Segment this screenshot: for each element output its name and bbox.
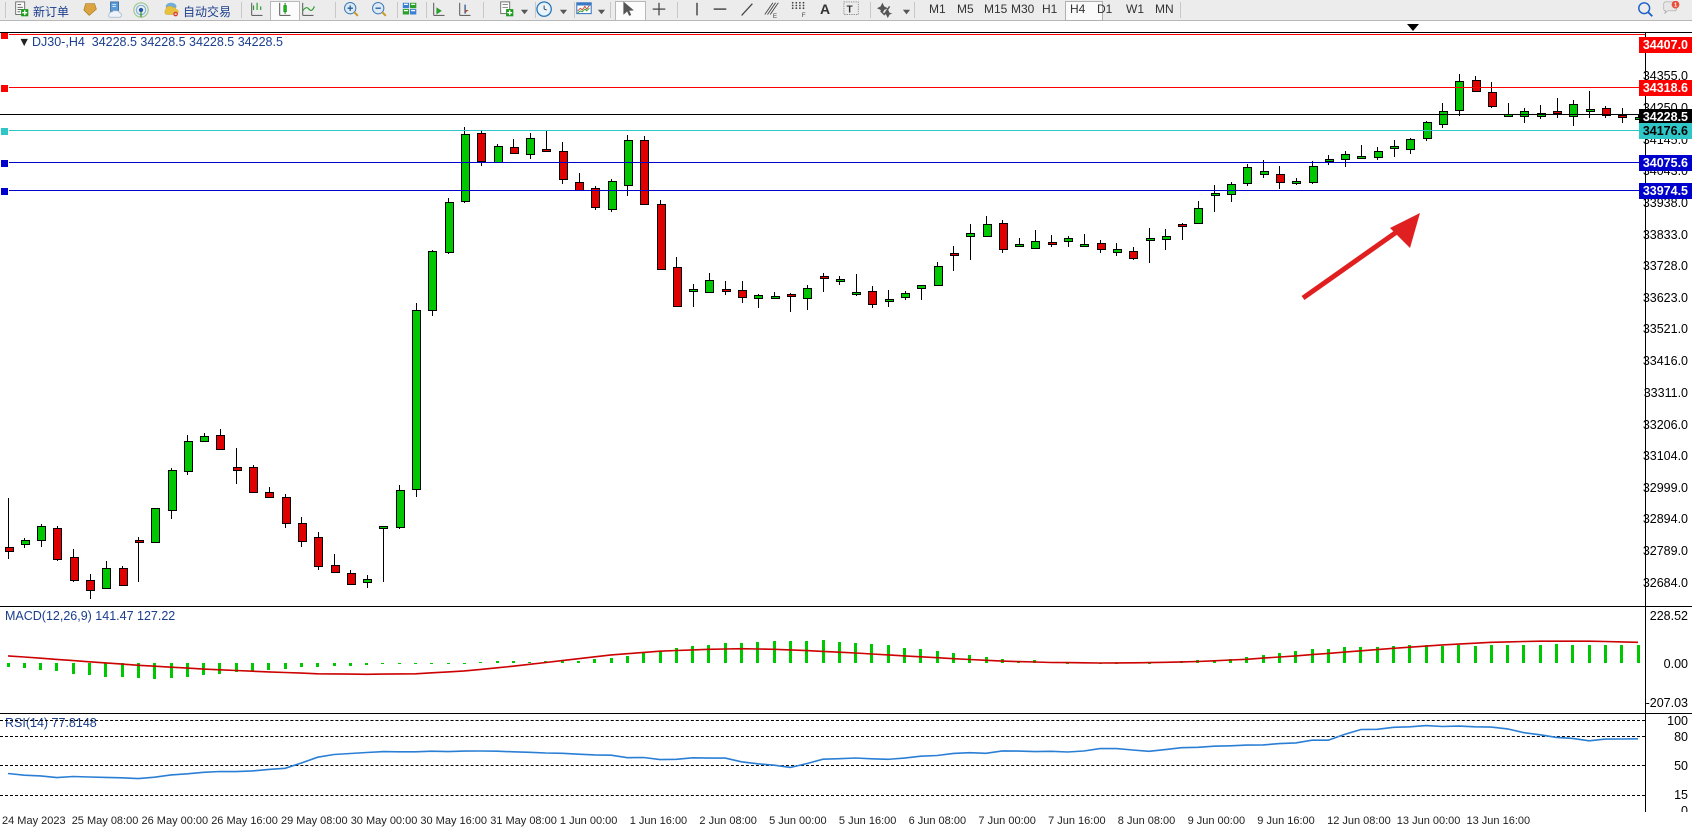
svg-text:1: 1: [1674, 3, 1677, 9]
svg-text:F: F: [802, 12, 806, 19]
svg-text:T: T: [847, 5, 853, 16]
svg-text:E: E: [773, 13, 777, 19]
